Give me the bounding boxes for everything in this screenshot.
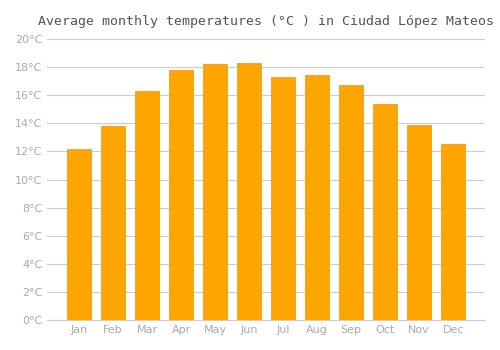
Bar bbox=[339, 85, 363, 320]
Bar bbox=[408, 125, 431, 320]
Bar bbox=[442, 144, 465, 320]
Bar bbox=[135, 91, 159, 320]
Bar bbox=[203, 64, 227, 320]
Bar bbox=[271, 77, 295, 320]
Bar bbox=[101, 126, 125, 320]
Bar bbox=[67, 149, 91, 320]
Bar bbox=[374, 104, 397, 320]
Bar bbox=[237, 63, 261, 320]
Bar bbox=[305, 76, 329, 320]
Title: Average monthly temperatures (°C ) in Ciudad López Mateos: Average monthly temperatures (°C ) in Ci… bbox=[38, 15, 494, 28]
Bar bbox=[169, 70, 193, 320]
